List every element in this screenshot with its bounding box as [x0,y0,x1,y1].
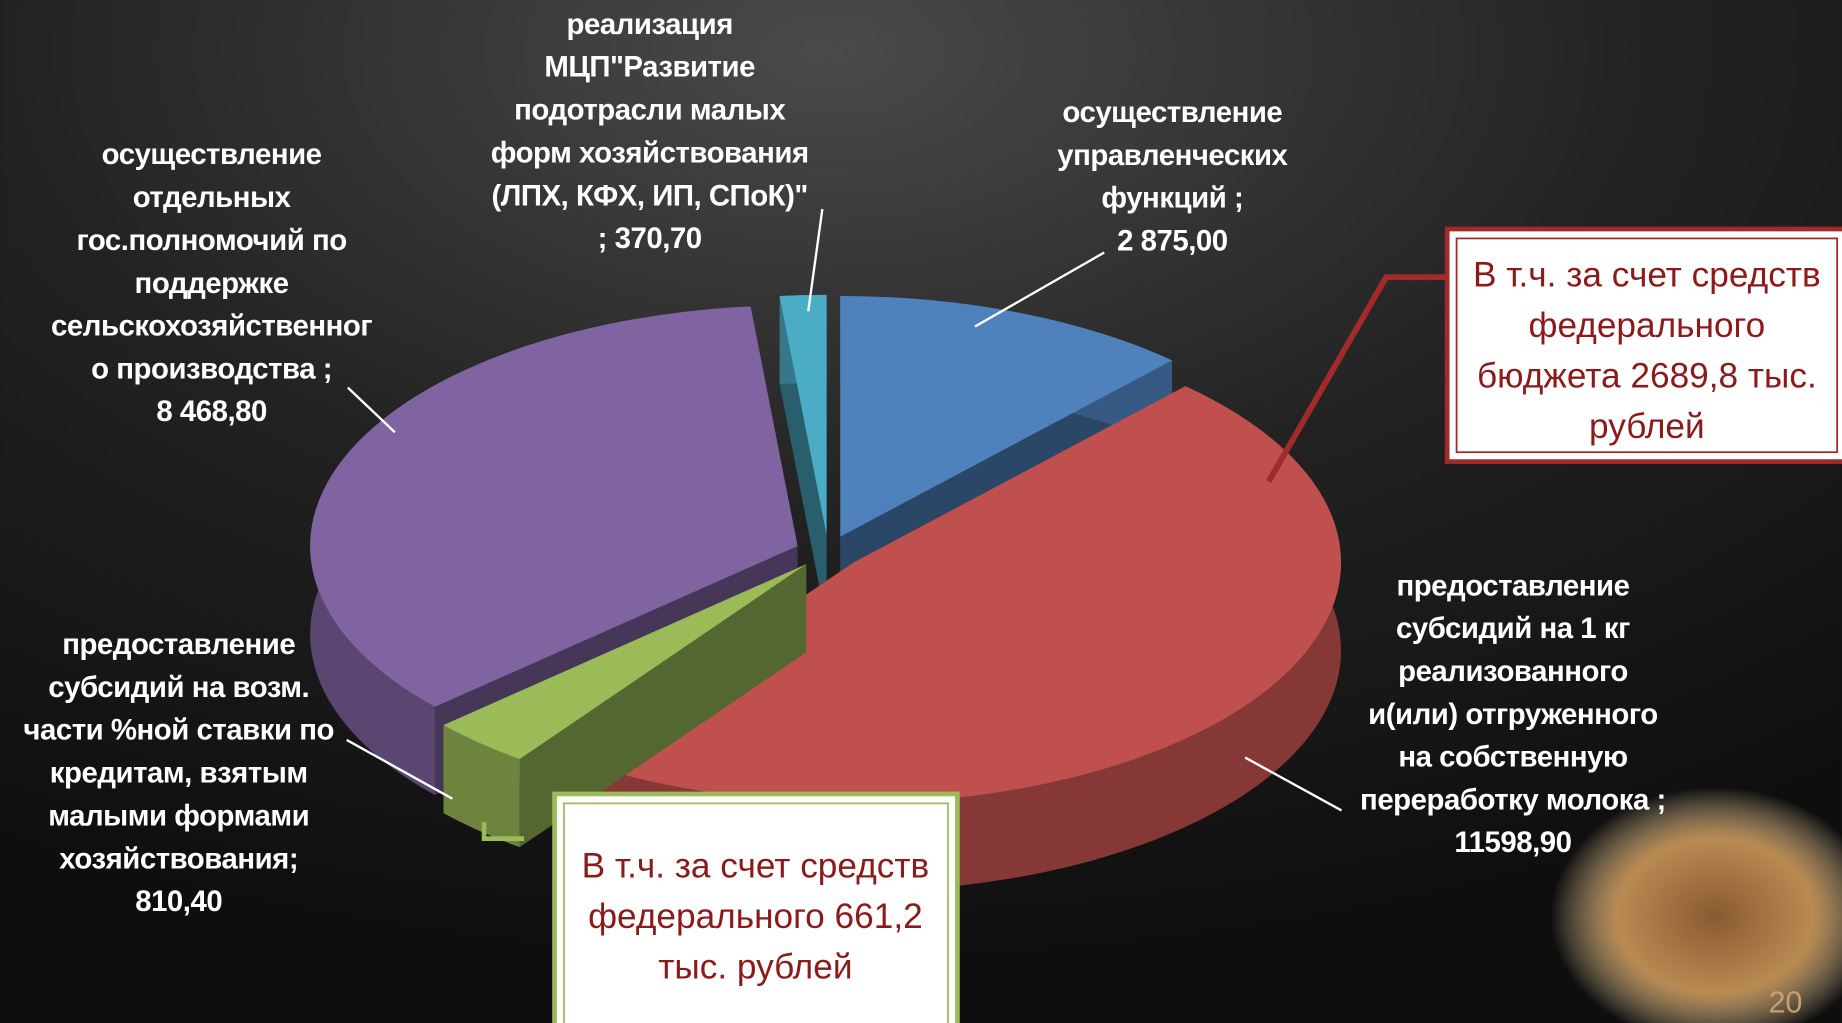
text-line: малыми формами [48,799,309,832]
value-label: 2 875,00 [1117,224,1228,257]
text-line: субсидий на возм. [48,671,309,704]
text-line: поддержке [135,267,289,300]
text-line: МЦП"Развитие [544,50,755,83]
text-line: федерального [1528,306,1765,345]
text-line: осуществление [1062,96,1282,129]
text-line: (ЛПХ, КФХ, ИП, СПоК)" [492,179,808,212]
text-line: В т.ч. за счет средств [1473,256,1821,295]
text-line: тыс. рублей [658,947,852,986]
text-line: рублей [1589,407,1705,446]
text-line: предоставление [62,628,295,661]
page: {"chart_data": { "type": "pie3d", "categ… [0,0,1842,1023]
value-label: 11598,90 [1454,826,1571,859]
text-line: форм хозяйствования [491,136,809,169]
text-line: отдельных [133,181,292,214]
text-line: и(или) отгруженного [1368,698,1658,731]
text-line: субсидий на 1 кг [1396,612,1630,645]
text-line: переработку молока ; [1360,783,1666,816]
text-line: хозяйствования; [59,842,298,875]
text-line: предоставление [1396,569,1629,602]
text-line: части %ной ставки по [23,713,334,746]
value-label: 810,40 [135,885,222,918]
text-line: бюджета 2689,8 тыс. [1477,357,1817,396]
page-number: 20 [1768,985,1802,1019]
text-line: реализованного [1398,655,1628,688]
slide: осуществление управленческих функций ; 2 87… [0,0,1842,1023]
text-line: на собственную [1398,740,1627,773]
text-line: функций ; [1101,181,1243,214]
text-line: сельскохозяйственног [51,309,372,342]
text-line: подотрасли малых [514,93,786,126]
text-line: В т.ч. за счет средств [582,846,930,885]
text-line: кредитам, взятым [50,756,308,789]
text-line: о производства ; [91,352,332,385]
text-line: управленческих [1057,139,1288,172]
text-line: гос.полномочий по [76,224,346,257]
text-line: осуществление [102,138,322,171]
value-label: 8 468,80 [156,395,267,428]
text-line: федерального 661,2 [588,897,923,936]
value-label: ; 370,70 [598,222,702,255]
text-line: реализация [567,8,733,41]
